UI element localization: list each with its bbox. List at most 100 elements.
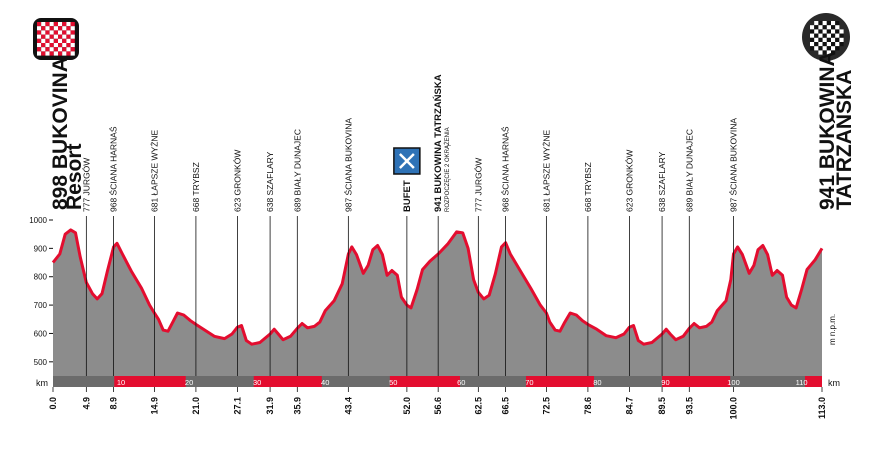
finish-flag-cell [839,33,844,38]
start-flag-cell [49,30,54,35]
finish-flag-cell [814,37,819,42]
km-label: 62.5 [473,397,483,415]
finish-flag-cell [818,33,823,38]
start-flag-cell [62,43,67,48]
finish-flag-cell [835,29,840,34]
finish-flag-cell [810,29,815,34]
start-flag-cell [49,38,54,43]
start-flag-cell [37,34,42,39]
finish-flag-cell [814,46,819,51]
km-label: 56.6 [433,397,443,415]
finish-flag-cell [822,50,827,55]
start-flag-cell [53,43,58,48]
finish-flag-cell [818,50,823,55]
start-flag-cell [70,38,75,43]
km-label: 43.4 [343,397,353,415]
km-bar-label-right: km [828,378,840,388]
start-flag-cell [45,51,50,56]
km-label: 4.9 [81,397,91,410]
finish-flag-cell [835,21,840,26]
start-flag-cell [53,30,58,35]
finish-flag-cell [822,29,827,34]
start-flag-cell [53,47,58,52]
start-flag-cell [58,30,63,35]
start-flag-cell [66,38,71,43]
finish-flag-cell [822,42,827,47]
start-flag-cell [41,38,46,43]
km-label: 84.7 [624,397,634,415]
km-label: 0.0 [48,397,58,410]
finish-flag-cell [810,25,815,30]
waypoint-label: 941 BUKOWINA TATRZAŃSKA [433,74,444,212]
start-flag-cell [37,51,42,56]
finish-flag-cell [826,46,831,51]
waypoint-labels: 777 JURGÓW 968 ŚCIANA HARNAŚ 681 ŁAPSZE WY… [81,74,738,212]
start-flag-cell [45,47,50,52]
km-label: 89.5 [657,397,667,415]
start-flag-cell [58,51,63,56]
km-bar-tick-label: 70 [525,378,533,387]
waypoint-label: 638 SZAFLARY [657,151,667,212]
finish-flag-cell [831,29,836,34]
start-flag-cell [41,51,46,56]
start-flag-cell [62,34,67,39]
waypoint-label: BUFET [402,180,413,212]
finish-flag-cell [822,25,827,30]
start-flag-cell [70,22,75,27]
km-labels: 0.0 4.9 8.9 14.9 21.0 27.1 31.9 35.9 43.4 52.0 56.… [48,387,827,420]
km-label: 78.6 [583,397,593,415]
finish-flag-cell [831,42,836,47]
waypoint-label: 623 GRONKÓW [624,150,634,212]
km-bar-red-segment [525,376,595,387]
km-bar-tick-label: 110 [796,378,808,387]
waypoint-note: ROZPOCZĘCIE 2 OKRĄŻENIA [444,127,451,212]
km-bar-red-segment [389,376,460,387]
finish-flag-cell [810,46,815,51]
elevation-area [53,229,822,376]
finish-flag-cell [831,46,836,51]
start-flag-cell [70,30,75,35]
start-flag-cell [58,26,63,31]
finish-flag-cell [835,25,840,30]
start-flag-cell [53,22,58,27]
start-flag-cell [41,30,46,35]
start-flag-cell [62,38,67,43]
km-label: 21.0 [191,397,201,415]
waypoint-label: 681 ŁAPSZE WYŻNE [541,129,551,212]
elevation-line [51,228,824,346]
start-flag-cell [58,22,63,27]
start-flag-cell [49,43,54,48]
finish-flag-cell [831,25,836,30]
km-label: 66.5 [501,397,511,415]
finish-flag-cell [822,33,827,38]
start-flag-cell [37,43,42,48]
finish-flag-cell [814,25,819,30]
start-flag-cell [70,26,75,31]
waypoint-label: 668 TRYBSZ [583,162,593,212]
finish-flag-cell [839,37,844,42]
start-flag-cell [45,34,50,39]
start-flag-cell [37,38,42,43]
start-flag-cell [58,34,63,39]
km-label: 35.9 [292,397,302,415]
finish-flag-cell [822,46,827,51]
start-flag-cell [70,47,75,52]
start-label-sub: Resort [63,143,86,210]
fork-shape [398,153,415,169]
start-flag-cell [45,38,50,43]
finish-flag-cell [818,21,823,26]
finish-flag-cell [814,29,819,34]
km-bar: 10 20 30 40 50 60 70 80 90 100 110 [53,376,822,387]
start-flag-cell [41,47,46,52]
finish-flag-cell [818,29,823,34]
waypoint-label: 638 SZAFLARY [265,151,275,212]
start-flag-cell [37,22,42,27]
start-flag-cell [53,38,58,43]
finish-flag-cell [814,21,819,26]
start-flag-cell [49,22,54,27]
finish-flag-cell [839,29,844,34]
start-flag-cell [58,38,63,43]
finish-flag-cell [835,46,840,51]
start-flag-cell [58,43,63,48]
finish-flag-cell [818,37,823,42]
